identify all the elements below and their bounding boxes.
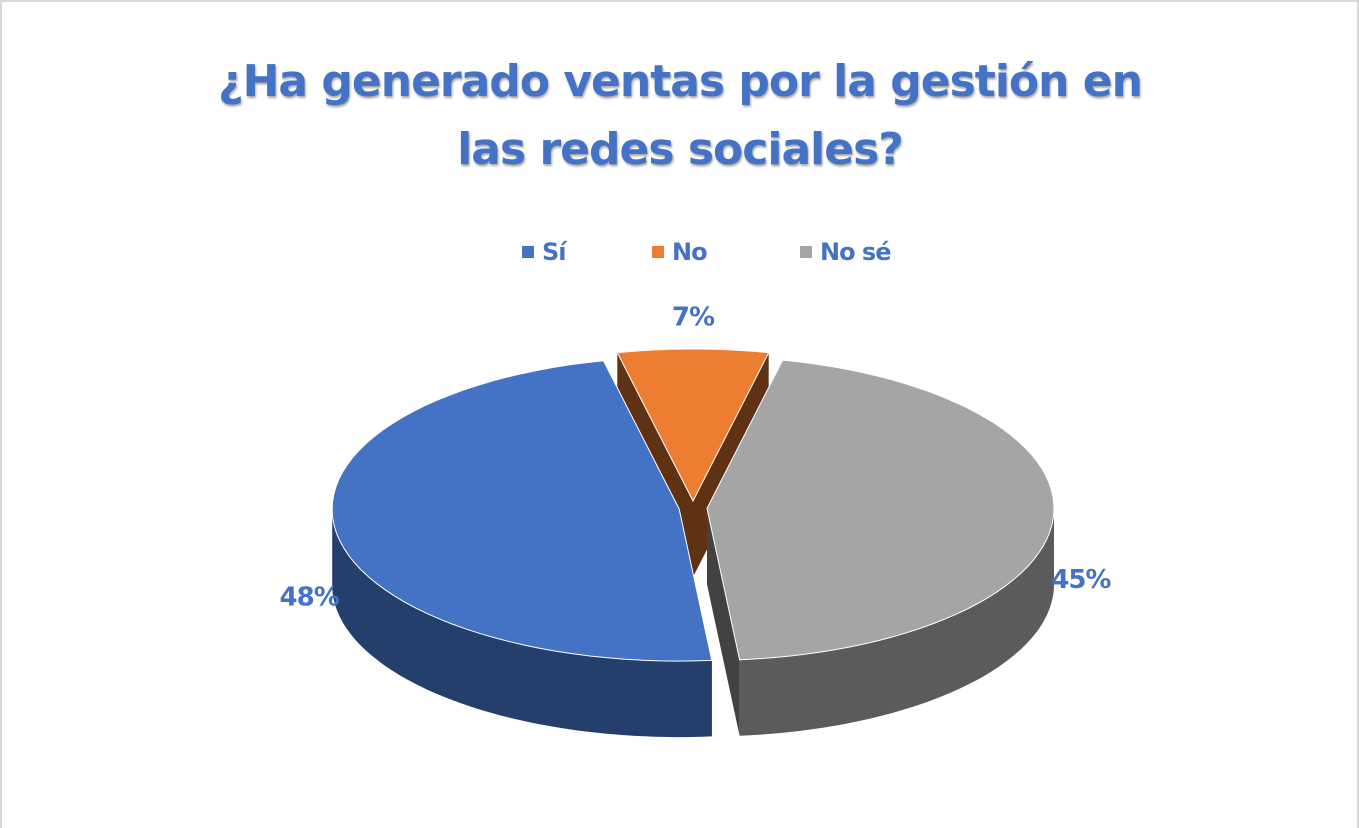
- legend-label: No: [672, 238, 707, 266]
- slice: [616, 348, 770, 503]
- data-label: 7%: [672, 303, 715, 333]
- legend-swatch: [522, 246, 534, 258]
- legend-swatch: [652, 246, 664, 258]
- slice-side: [332, 509, 712, 738]
- slice-wall: [707, 508, 740, 736]
- data-label: 48%: [280, 582, 340, 612]
- legend-label: No sé: [820, 238, 891, 266]
- pie-tops: [331, 348, 1055, 662]
- legend-swatch: [800, 246, 812, 258]
- slice: [331, 360, 713, 662]
- slice: [706, 359, 1055, 661]
- legend-label: Sí: [542, 238, 568, 266]
- slice-side: [739, 508, 1054, 736]
- data-label: 45%: [1051, 565, 1111, 595]
- chart-title: ¿Ha generado ventas por la gestión en la…: [218, 56, 1143, 175]
